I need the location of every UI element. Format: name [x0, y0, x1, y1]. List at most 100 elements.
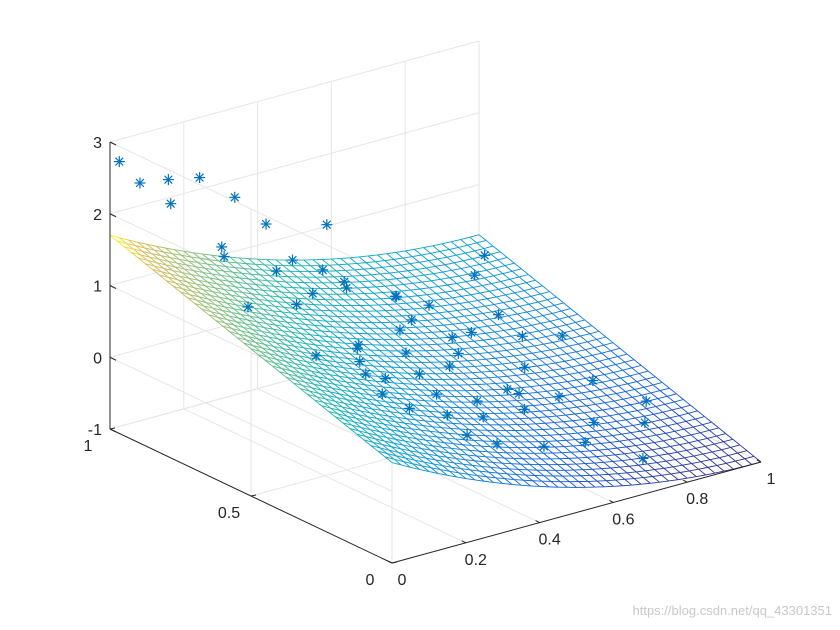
mesh-segment: [466, 308, 474, 316]
mesh-segment: [330, 407, 339, 415]
mesh-segment: [344, 342, 353, 350]
mesh-segment: [686, 418, 696, 422]
mesh-segment: [667, 453, 676, 460]
mesh-segment: [578, 372, 587, 379]
mesh-segment: [521, 412, 530, 419]
mesh-segment: [436, 318, 446, 320]
data-point-32: [637, 452, 649, 464]
mesh-segment: [574, 385, 584, 388]
mesh-segment: [137, 241, 147, 245]
mesh-segment: [397, 435, 406, 442]
mesh-segment: [244, 287, 254, 290]
mesh-segment: [296, 276, 305, 283]
mesh-segment: [441, 427, 451, 429]
mesh-segment: [497, 259, 506, 266]
mesh-segment: [605, 429, 613, 436]
mesh-segment: [244, 287, 252, 295]
mesh-segment: [490, 467, 499, 474]
mesh-segment: [619, 465, 630, 468]
mesh-segment: [536, 336, 546, 339]
mesh-segment: [460, 468, 471, 471]
mesh-segment: [521, 386, 531, 389]
mesh-segment: [271, 365, 280, 372]
mesh-segment: [565, 414, 574, 422]
mesh-segment: [596, 339, 605, 346]
mesh-segment: [503, 435, 512, 443]
mesh-segment: [633, 477, 644, 479]
mesh-segment: [363, 439, 374, 443]
mesh-segment: [487, 352, 496, 359]
mesh-segment: [432, 445, 441, 452]
mesh-segment: [163, 267, 174, 272]
mesh-segment: [396, 377, 406, 379]
mesh-segment: [278, 355, 288, 359]
mesh-segment: [371, 322, 380, 329]
mesh-segment: [357, 378, 365, 386]
mesh-segment: [633, 359, 642, 366]
mesh-segment: [427, 435, 438, 438]
mesh-segment: [698, 468, 706, 476]
mesh-segment: [520, 387, 529, 394]
mesh-segment: [336, 397, 345, 404]
mesh-segment: [395, 438, 406, 442]
mesh-segment: [188, 278, 197, 285]
mesh-segment: [352, 368, 362, 371]
mesh-segment: [279, 316, 290, 319]
mesh-segment: [407, 270, 416, 277]
mesh-segment: [289, 270, 298, 278]
mesh-segment: [474, 460, 482, 467]
mesh-segment: [336, 379, 347, 383]
mesh-segment: [218, 260, 228, 263]
mesh-segment: [370, 370, 379, 377]
mesh-segment: [492, 337, 502, 340]
mesh-segment: [253, 288, 262, 296]
mesh-segment: [541, 349, 551, 353]
mesh-segment: [289, 353, 300, 357]
mesh-segment: [253, 268, 263, 271]
mesh-segment: [699, 432, 708, 439]
mesh-segment: [457, 336, 466, 343]
data-point-50: [394, 324, 406, 336]
mesh-segment: [238, 257, 247, 264]
mesh-segment: [302, 308, 312, 311]
mesh-segment: [456, 412, 465, 420]
mesh-segment: [320, 372, 328, 380]
mesh-segment: [612, 435, 620, 442]
mesh-segment: [400, 367, 409, 374]
mesh-segment: [458, 275, 467, 283]
mesh-segment: [496, 430, 505, 437]
mesh-segment: [366, 261, 376, 264]
mesh-segment: [635, 471, 644, 478]
mesh-segment: [499, 467, 510, 470]
mesh-segment: [497, 472, 508, 475]
mesh-segment: [341, 305, 350, 312]
mesh-segment: [660, 387, 670, 392]
mesh-segment: [455, 342, 463, 350]
mesh-segment: [175, 282, 185, 286]
mesh-segment: [342, 406, 352, 410]
mesh-segment: [485, 456, 494, 463]
mesh-segment: [535, 423, 544, 430]
mesh-segment: [660, 417, 670, 421]
mesh-segment: [387, 396, 398, 399]
mesh-segment: [659, 480, 669, 483]
mesh-segment: [586, 431, 595, 439]
mesh-segment: [610, 440, 620, 443]
mesh-segment: [246, 283, 257, 286]
mesh-segment: [522, 326, 530, 334]
mesh-segment: [174, 249, 182, 256]
mesh-segment: [227, 261, 236, 268]
mesh-segment: [321, 350, 330, 357]
mesh-segment: [430, 252, 439, 260]
mesh-segment: [530, 386, 538, 393]
mesh-segment: [303, 347, 311, 354]
mesh-segment: [307, 319, 317, 321]
watermark: https://blog.csdn.net/qq_43301351: [632, 603, 833, 618]
mesh-segment: [269, 353, 277, 360]
mesh-segment: [518, 469, 526, 476]
mesh-segment: [613, 400, 622, 408]
mesh-segment: [375, 286, 384, 293]
mesh-segment: [658, 427, 666, 434]
mesh-segment: [278, 338, 288, 342]
mesh-segment: [186, 281, 195, 289]
